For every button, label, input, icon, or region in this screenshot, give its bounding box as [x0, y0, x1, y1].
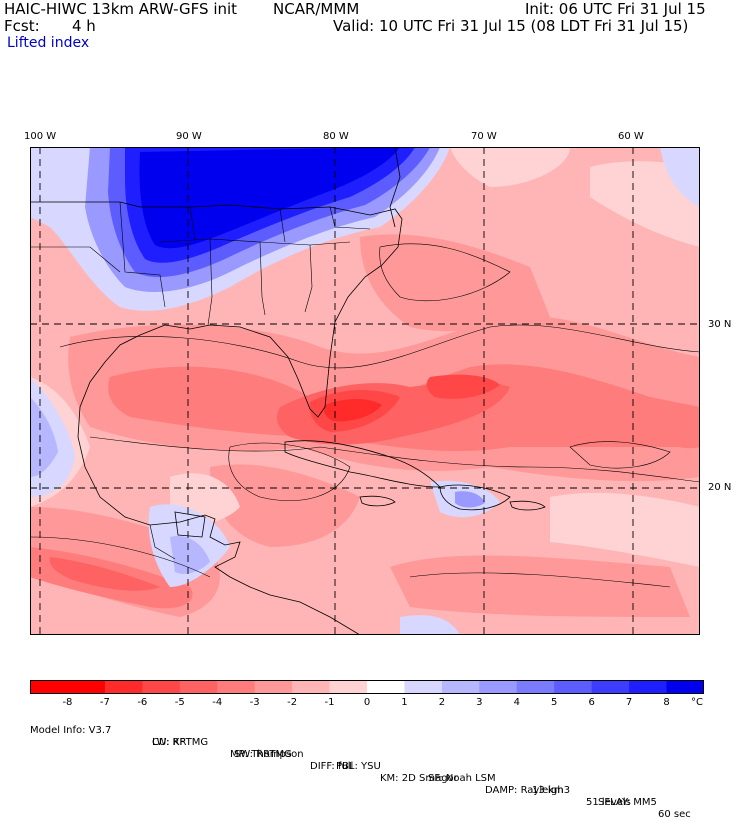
maximum-instability-core	[323, 399, 382, 422]
colorbar-swatch	[367, 680, 405, 694]
colorbar-tick-label: -6	[137, 697, 148, 708]
contour-lines	[30, 243, 700, 588]
colorbar-swatch	[30, 680, 68, 694]
colorbar-swatch	[554, 680, 593, 694]
colorbar-tick-label: 2	[438, 697, 446, 708]
colorbar-swatch	[479, 680, 518, 694]
colorbar-tick-label: -8	[62, 697, 73, 708]
shortwave-scheme: SW: RRTMG	[234, 749, 292, 760]
colorbar-tick-label: 5	[551, 697, 558, 708]
colorbar-swatch	[404, 680, 443, 694]
political-borders	[30, 201, 371, 560]
colorbar-frame	[30, 680, 704, 694]
colorbar-tick-label: 1	[401, 697, 408, 708]
colorbar-tick-label: 7	[625, 697, 633, 708]
diffusion-option: DIFF: full	[310, 761, 354, 772]
colorbar	[30, 680, 704, 694]
forecast-hour: 4 h	[72, 17, 96, 35]
colorbar-swatch	[516, 680, 555, 694]
plot-title: HAIC-HIWC 13km ARW-GFS init	[4, 0, 238, 18]
lon-label-100w: 100 W	[24, 131, 57, 142]
lat-label-30n: 30 N	[708, 319, 732, 330]
colorbar-swatch	[591, 680, 630, 694]
colorbar-tick-label: -4	[212, 697, 223, 708]
colorbar-swatch	[254, 680, 293, 694]
colorbar-unit: °C	[691, 697, 703, 708]
colorbar-tick-label: -3	[249, 697, 260, 708]
valid-time: Valid: 10 UTC Fri 31 Jul 15 (08 LDT Fri …	[333, 17, 689, 35]
surface-layer-scheme: SFLAY: MM5	[598, 797, 657, 808]
colorbar-swatch	[292, 680, 331, 694]
colorbar-tick-label: 4	[513, 697, 520, 708]
colorbar-tick-label: -1	[324, 697, 335, 708]
init-time: Init: 06 UTC Fri 31 Jul 15	[525, 0, 706, 18]
colorbar-swatch	[629, 680, 668, 694]
colorbar-swatch	[217, 680, 256, 694]
colorbar-tick-label: 3	[476, 697, 483, 708]
colorbar-tick-label: 8	[663, 697, 670, 708]
forecast-label: Fcst:	[4, 17, 40, 35]
lat-label-20n: 20 N	[708, 482, 732, 493]
stable-field	[30, 147, 700, 635]
colorbar-tick-label: 6	[588, 697, 595, 708]
lon-label-90w: 90 W	[176, 131, 202, 142]
colorbar-swatch	[104, 680, 143, 694]
coastlines	[30, 147, 546, 635]
colorbar-tick-label: 0	[363, 697, 371, 708]
lon-label-60w: 60 W	[618, 131, 644, 142]
km-option: KM: 2D Smagor	[380, 773, 458, 784]
colorbar-tick-label: -2	[287, 697, 298, 708]
lon-label-80w: 80 W	[323, 131, 349, 142]
colorbar-swatch	[179, 680, 218, 694]
map-frame	[30, 147, 700, 635]
time-step: 60 sec	[658, 809, 691, 820]
lifted-index-map	[30, 147, 700, 635]
damping-option: DAMP: Rayleigh3	[485, 785, 571, 796]
organization-label: NCAR/MMM	[273, 0, 360, 18]
colorbar-swatch	[67, 680, 106, 694]
colorbar-swatch	[441, 680, 480, 694]
lon-label-70w: 70 W	[471, 131, 497, 142]
lat-lon-grid	[30, 147, 700, 635]
field-name: Lifted index	[7, 35, 90, 51]
footer-line-2: LW: RRTMG SW: RRTMG DIFF: full KM: 2D Sm…	[30, 725, 657, 809]
colorbar-swatch	[142, 680, 181, 694]
colorbar-tick-label: -7	[99, 697, 110, 708]
longwave-scheme: LW: RRTMG	[152, 737, 209, 748]
colorbar-swatch	[329, 680, 368, 694]
colorbar-swatch	[666, 680, 704, 694]
colorbar-tick-label: -5	[174, 697, 185, 708]
model-version: Model Info: V3.7	[30, 725, 112, 736]
